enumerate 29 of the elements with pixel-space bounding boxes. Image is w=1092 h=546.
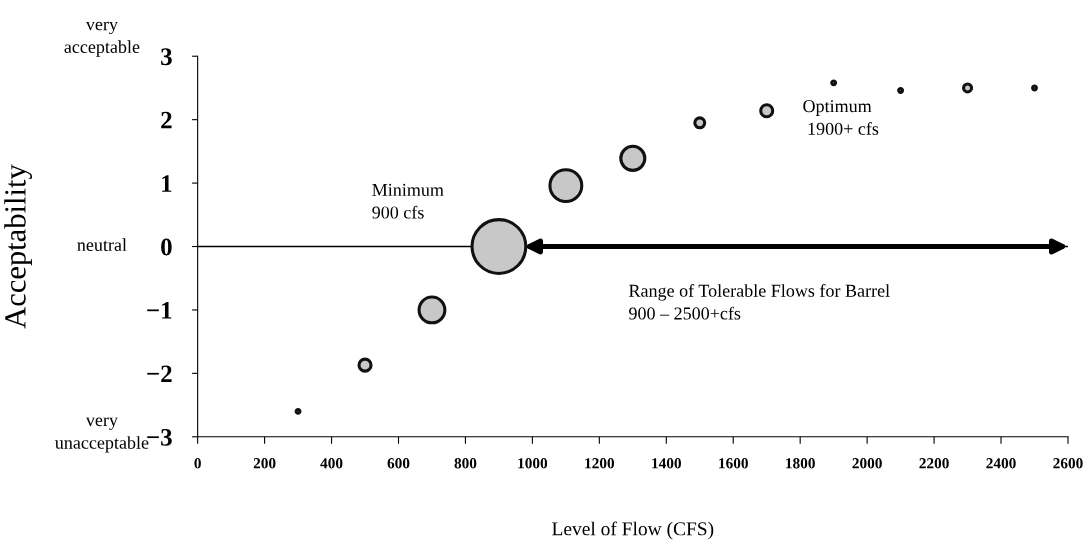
x-tick-label: 2600 (1053, 458, 1083, 469)
y-tick-label: 2 (161, 111, 172, 129)
x-tick-label: 1400 (652, 458, 681, 469)
x-tick-label: 600 (387, 458, 410, 469)
annotation: Range of Tolerable Flows for Barrel 900 – 2500+cfs (628, 283, 890, 320)
x-tick-label: 0 (194, 458, 201, 469)
x-tick-label: 1200 (585, 458, 615, 469)
y-tick-label: 0 (161, 238, 172, 256)
y-axis-title: Acceptability (4, 164, 33, 329)
text: very unacceptable (55, 417, 149, 453)
x-tick-label: 1600 (719, 458, 748, 469)
x-tick-label: 2000 (852, 458, 882, 469)
x-tick-label: 1800 (786, 458, 815, 469)
y-tick-label: −3 (147, 428, 172, 446)
text: very acceptable (64, 21, 140, 57)
x-tick-label: 200 (253, 458, 276, 469)
y-tick-label: −1 (147, 302, 172, 319)
x-tick-label: 800 (454, 458, 477, 469)
text: neutral (77, 238, 127, 252)
y-tick-label: −2 (147, 365, 172, 383)
x-tick-label: 400 (320, 458, 343, 469)
x-axis-title: Level of Flow (CFS) (552, 521, 714, 540)
x-tick-label: 1000 (518, 458, 548, 469)
x-tick-label: 2200 (919, 458, 949, 469)
y-tick-label: 3 (161, 48, 172, 66)
x-tick-label: 2400 (986, 458, 1016, 469)
y-tick-label: 1 (162, 175, 172, 192)
annotation: Minimum 900 cfs (372, 183, 444, 219)
annotation: Optimum 1900+ cfs (803, 100, 879, 135)
